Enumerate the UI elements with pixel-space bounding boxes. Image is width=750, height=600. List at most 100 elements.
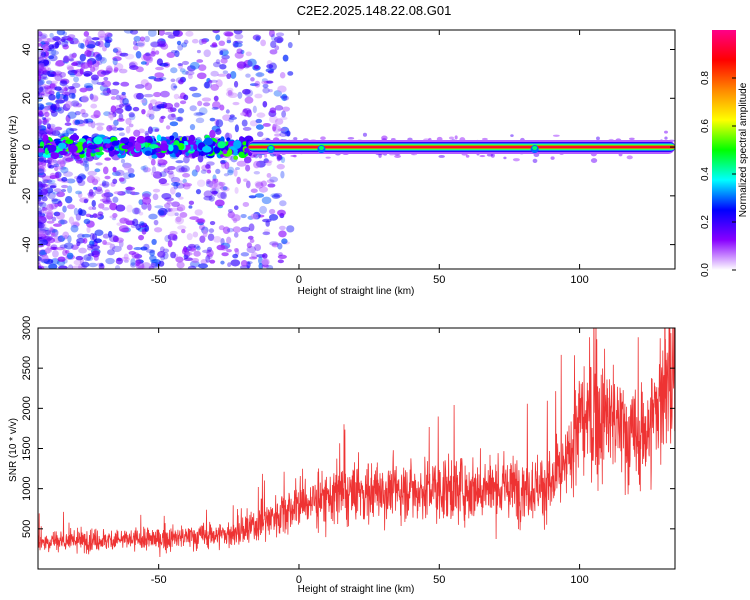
- spectrogram-speckle: [109, 202, 118, 211]
- spectrogram-speckle: [108, 111, 115, 115]
- snr-y-tick-label: 1500: [21, 436, 33, 460]
- spectrogram-speckle: [154, 72, 165, 78]
- spectrogram-speckle: [62, 205, 67, 213]
- spectrogram-speckle: [173, 93, 180, 100]
- spectrogram-speckle: [175, 160, 184, 164]
- spectrogram-speckle: [269, 107, 277, 114]
- spectrogram-speckle: [147, 126, 153, 135]
- spectrogram-speckle: [51, 216, 57, 222]
- spectrogram-speckle: [252, 34, 262, 41]
- spectrogram-speckle: [40, 33, 48, 39]
- spectrogram-speckle: [110, 96, 117, 101]
- spectrogram-speckle: [250, 188, 258, 193]
- colorbar-tick-label: 0.6: [700, 119, 711, 133]
- spectrogram-speckle: [146, 249, 156, 254]
- spectrogram-speckle: [552, 134, 560, 137]
- spectrogram-speckle: [64, 91, 71, 96]
- spectrogram-speckle: [260, 180, 267, 187]
- spectrogram-speckle: [254, 93, 263, 99]
- spectrogram-speckle: [74, 69, 84, 77]
- spectrogram-speckle: [153, 227, 163, 233]
- spectrogram-speckle: [187, 73, 193, 80]
- spectrogram-speckle: [158, 178, 168, 185]
- spectrogram-speckle: [98, 203, 105, 209]
- spectrogram-speckle: [96, 262, 101, 266]
- carrier-glitch: [318, 146, 324, 151]
- spectrogram-speckle: [148, 113, 155, 120]
- spectrogram-speckle: [184, 182, 189, 186]
- spectrogram-speckle: [266, 64, 274, 69]
- spectrogram-x-ticks: -50 0 50 100: [151, 30, 589, 286]
- spectrogram-speckle: [532, 158, 538, 163]
- spectrogram-speckle: [56, 159, 65, 165]
- spectrogram-speckle: [202, 102, 211, 107]
- spectrogram-speckle: [149, 266, 155, 269]
- spectrogram-speckle: [166, 210, 176, 217]
- spectrogram-speckle: [75, 159, 84, 164]
- spectrogram-speckle: [186, 233, 193, 241]
- spectrogram-speckle: [157, 207, 168, 216]
- spectrogram-speckle: [75, 190, 83, 195]
- spectrogram-speckle: [163, 168, 170, 173]
- spectrogram-speckle: [115, 94, 121, 101]
- spectrogram-speckle: [201, 38, 207, 44]
- spectrogram-speckle: [227, 262, 232, 268]
- spectrogram-speckle: [157, 209, 165, 216]
- spectrogram-speckle: [151, 238, 157, 246]
- spectrogram-speckle: [50, 258, 60, 265]
- spectrogram-speckle: [54, 41, 60, 49]
- spectrogram-speckle: [124, 259, 129, 263]
- spectrogram-speckle: [69, 40, 75, 45]
- spectrogram-speckle: [178, 196, 184, 200]
- spectrogram-speckle: [58, 219, 68, 225]
- spectrogram-speckle: [63, 87, 68, 92]
- spectrogram-speckle: [234, 187, 239, 194]
- spectrogram-speckle: [112, 217, 117, 221]
- spectrogram-speckle: [80, 62, 90, 69]
- spectrogram-speckle: [194, 209, 203, 216]
- spectrogram-speckle: [118, 132, 126, 137]
- spectrogram-speckle: [81, 261, 90, 268]
- spectrogram-speckle: [347, 137, 355, 140]
- spectrogram-speckle: [287, 71, 294, 76]
- spectrogram-speckle: [219, 63, 227, 70]
- spectrogram-speckle: [262, 122, 271, 127]
- spectrogram-speckle: [109, 88, 120, 96]
- spectrogram-speckle: [225, 109, 230, 114]
- spectrogram-noise-band: [65, 139, 74, 145]
- spectrogram-speckle: [282, 54, 289, 62]
- spectrogram-speckle: [54, 61, 65, 67]
- spectrogram-speckle: [54, 165, 59, 172]
- spectrogram-speckle: [281, 238, 288, 245]
- spectrogram-speckle: [38, 256, 43, 262]
- spectrogram-noise-band: [177, 142, 185, 151]
- spectrogram-speckle: [83, 156, 90, 163]
- spectrogram-speckle: [233, 232, 239, 238]
- spectrogram-speckle: [270, 193, 280, 198]
- spectrogram-speckle: [170, 176, 181, 184]
- spectrogram-y-tick-label: 0: [21, 144, 33, 150]
- spectrogram-speckle: [83, 218, 91, 225]
- spectrogram-speckle: [97, 30, 106, 38]
- spectrogram-speckle: [202, 229, 208, 238]
- spectrogram-speckle: [269, 176, 279, 183]
- spectrogram-speckle: [43, 118, 50, 123]
- spectrogram-speckle: [87, 194, 95, 199]
- spectrogram-speckle: [189, 216, 199, 220]
- spectrogram-speckle: [193, 111, 204, 117]
- spectrogram-speckle: [125, 105, 133, 112]
- spectrogram-noise-band: [136, 135, 146, 144]
- spectrogram-speckle: [80, 108, 86, 115]
- spectrogram-speckle: [159, 246, 165, 253]
- spectrogram-speckle: [203, 49, 211, 58]
- spectrogram-speckle: [179, 68, 186, 73]
- spectrogram-speckle: [86, 226, 91, 233]
- spectrogram-speckle: [60, 166, 67, 170]
- spectrogram-speckle: [259, 205, 268, 214]
- spectrogram-speckle: [232, 226, 241, 233]
- spectrogram-speckle: [38, 266, 43, 269]
- spectrogram-speckle: [81, 112, 89, 118]
- spectrogram-noise-band: [233, 155, 239, 160]
- spectrogram-speckle: [362, 132, 368, 137]
- spectrogram-speckle: [150, 171, 156, 176]
